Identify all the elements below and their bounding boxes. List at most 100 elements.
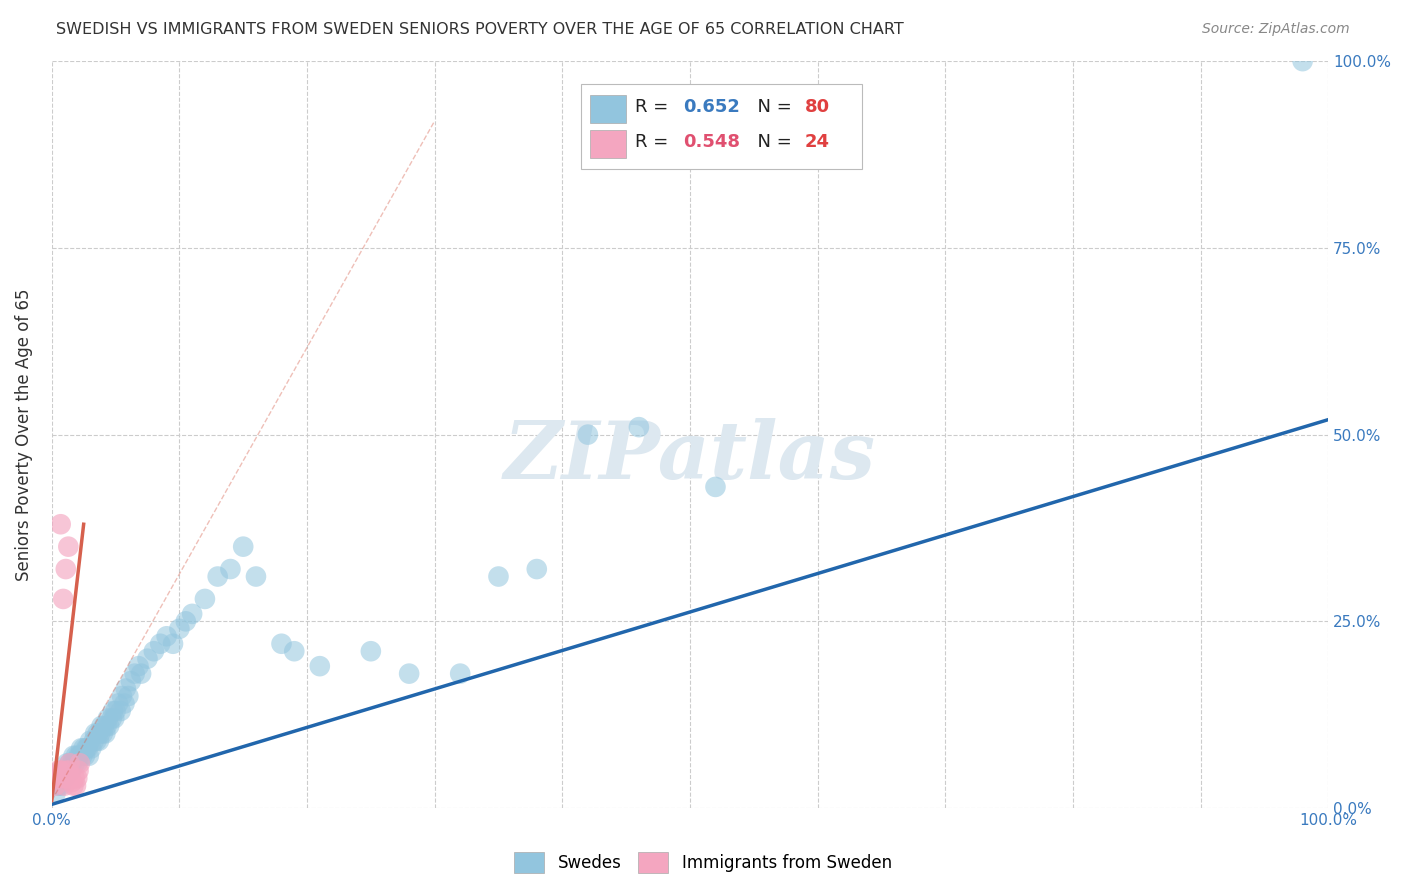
- Point: [75, 741, 97, 756]
- Point: [232, 540, 254, 554]
- Point: [110, 704, 132, 718]
- Point: [98, 719, 121, 733]
- Point: [51, 764, 73, 778]
- Point: [72, 748, 94, 763]
- Text: 0.652: 0.652: [683, 97, 741, 116]
- Point: [142, 644, 165, 658]
- Point: [53, 779, 76, 793]
- Point: [65, 748, 87, 763]
- Point: [60, 756, 83, 771]
- Point: [93, 719, 115, 733]
- Point: [62, 779, 84, 793]
- Point: [87, 734, 110, 748]
- Point: [55, 764, 77, 778]
- Point: [62, 748, 84, 763]
- Point: [59, 756, 82, 771]
- Text: 80: 80: [804, 97, 830, 116]
- Point: [52, 771, 75, 785]
- Point: [69, 748, 91, 763]
- Point: [79, 734, 101, 748]
- Y-axis label: Seniors Poverty Over the Age of 65: Seniors Poverty Over the Age of 65: [15, 288, 32, 581]
- Point: [449, 666, 471, 681]
- Text: R =: R =: [636, 97, 673, 116]
- FancyBboxPatch shape: [591, 130, 626, 158]
- Point: [56, 756, 79, 771]
- Point: [46, 779, 69, 793]
- Point: [97, 711, 120, 725]
- Point: [149, 637, 172, 651]
- FancyBboxPatch shape: [582, 84, 862, 169]
- Text: Source: ZipAtlas.com: Source: ZipAtlas.com: [1202, 22, 1350, 37]
- Point: [46, 764, 69, 778]
- Point: [73, 741, 96, 756]
- Point: [56, 764, 79, 778]
- Point: [67, 748, 90, 763]
- Point: [308, 659, 330, 673]
- Point: [136, 651, 159, 665]
- Point: [100, 711, 122, 725]
- Point: [77, 748, 100, 763]
- Point: [58, 764, 80, 778]
- Point: [219, 562, 242, 576]
- Point: [45, 771, 67, 785]
- Point: [60, 775, 83, 789]
- Legend: Swedes, Immigrants from Sweden: Swedes, Immigrants from Sweden: [508, 846, 898, 880]
- Point: [117, 689, 139, 703]
- Point: [45, 786, 67, 800]
- Point: [704, 480, 727, 494]
- Point: [245, 569, 267, 583]
- Point: [207, 569, 229, 583]
- Point: [63, 771, 86, 785]
- Point: [627, 420, 650, 434]
- Point: [124, 666, 146, 681]
- Text: 24: 24: [804, 133, 830, 151]
- Point: [63, 756, 86, 771]
- Point: [174, 615, 197, 629]
- Point: [283, 644, 305, 658]
- Point: [107, 697, 129, 711]
- Point: [66, 771, 89, 785]
- Text: R =: R =: [636, 133, 673, 151]
- Point: [51, 764, 73, 778]
- Point: [66, 756, 89, 771]
- Point: [114, 697, 136, 711]
- Point: [194, 591, 217, 606]
- Point: [576, 427, 599, 442]
- Point: [48, 771, 70, 785]
- Point: [59, 771, 82, 785]
- Point: [398, 666, 420, 681]
- Point: [49, 779, 72, 793]
- Point: [162, 637, 184, 651]
- Point: [83, 734, 105, 748]
- Point: [58, 764, 80, 778]
- Point: [52, 591, 75, 606]
- Point: [55, 562, 77, 576]
- Point: [53, 771, 76, 785]
- Point: [80, 741, 103, 756]
- Point: [111, 689, 134, 703]
- Text: ZIPatlas: ZIPatlas: [503, 418, 876, 496]
- Text: N =: N =: [747, 133, 797, 151]
- Point: [89, 726, 111, 740]
- Point: [526, 562, 548, 576]
- Point: [114, 681, 136, 696]
- Point: [169, 622, 191, 636]
- Point: [128, 659, 150, 673]
- Text: 0.548: 0.548: [683, 133, 741, 151]
- Point: [104, 704, 127, 718]
- Point: [91, 726, 114, 740]
- Text: SWEDISH VS IMMIGRANTS FROM SWEDEN SENIORS POVERTY OVER THE AGE OF 65 CORRELATION: SWEDISH VS IMMIGRANTS FROM SWEDEN SENIOR…: [56, 22, 904, 37]
- Point: [90, 719, 112, 733]
- Point: [65, 779, 87, 793]
- Point: [70, 741, 93, 756]
- Point: [52, 771, 75, 785]
- Point: [49, 764, 72, 778]
- Point: [49, 517, 72, 532]
- Point: [76, 741, 98, 756]
- Point: [45, 779, 67, 793]
- Text: N =: N =: [747, 97, 797, 116]
- Point: [360, 644, 382, 658]
- Point: [69, 756, 91, 771]
- Point: [156, 629, 179, 643]
- Point: [73, 748, 96, 763]
